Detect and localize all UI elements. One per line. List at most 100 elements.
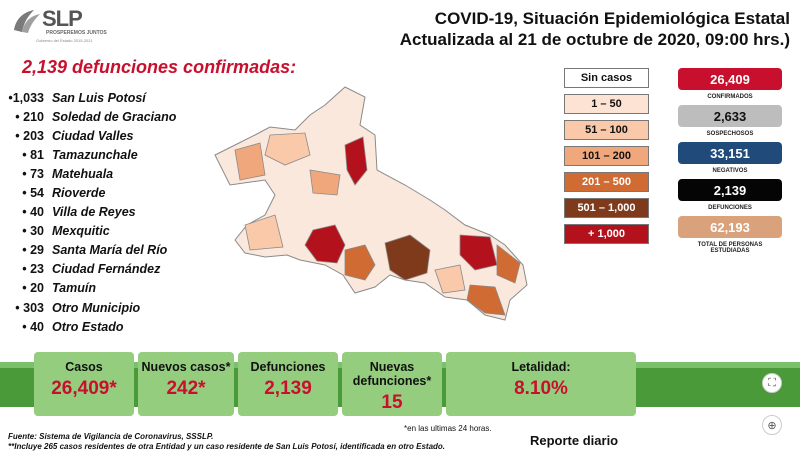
logo-government: Gobierno del Estado 2015-2021: [36, 38, 93, 43]
muni-name: Tamazunchale: [52, 147, 138, 162]
stats-panel: 26,409 CONFIRMADOS 2,633 SOSPECHOSOS 33,…: [678, 68, 782, 254]
stat-suspected-label: SOSPECHOSOS: [706, 131, 754, 137]
list-item: • 40 Otro Estado: [6, 317, 226, 336]
muni-count: • 203: [15, 128, 44, 143]
stat-confirmed-label: CONFIRMADOS: [707, 94, 753, 100]
municipality-list: •1,033 San Luis Potosí • 210 Soledad de Gr…: [6, 88, 226, 336]
muni-count: • 23: [22, 262, 44, 277]
card-label: Defunciones: [250, 360, 326, 374]
legend-item: Sin casos: [564, 68, 649, 88]
muni-count: • 303: [15, 300, 44, 315]
list-item: • 203 Ciudad Valles: [6, 126, 226, 145]
muni-name: Otro Municipio: [52, 300, 141, 315]
logo-slogan: PROSPEREMOS JUNTOS: [46, 30, 107, 36]
muni-name: Ciudad Valles: [52, 128, 134, 143]
muni-count: • 40: [22, 205, 44, 220]
muni-count: • 81: [22, 147, 44, 162]
header-updated: Actualizada al 21 de octubre de 2020, 09…: [399, 30, 790, 49]
card-new-deaths: Nuevas defunciones* 15: [342, 352, 442, 416]
list-item: •1,033 San Luis Potosí: [6, 88, 226, 107]
legend-item: + 1,000: [564, 224, 649, 244]
map-region-matehuala: [344, 136, 368, 186]
legend-item: 1 – 50: [564, 94, 649, 114]
slp-emblem-icon: [14, 10, 40, 33]
map-region-west: [244, 214, 284, 251]
color-legend: Sin casos 1 – 50 51 – 100 101 – 200 201 …: [564, 68, 649, 250]
card-value: 26,409*: [51, 378, 117, 399]
list-item: • 303 Otro Municipio: [6, 298, 226, 317]
footer-source: Fuente: Sistema de Vigilancia de Coronav…: [8, 432, 445, 452]
footer-source-line1: Fuente: Sistema de Vigilancia de Coronav…: [8, 432, 214, 441]
muni-count: • 29: [22, 243, 44, 258]
card-label: Letalidad:: [511, 360, 571, 374]
stat-total-value: 62,193: [678, 216, 782, 238]
list-item: • 81 Tamazunchale: [6, 145, 226, 164]
muni-count: • 73: [22, 166, 44, 181]
deaths-title: 2,139 defunciones confirmadas:: [22, 57, 297, 77]
map-state-outline: [214, 86, 528, 321]
slp-logo: SLP PROSPEREMOS JUNTOS Gobierno del Esta…: [10, 4, 110, 50]
header-title: COVID-19, Situación Epidemiológica Estat…: [434, 9, 790, 28]
map-region-center-west: [309, 169, 341, 196]
footer-note: *en las ultimas 24 horas.: [404, 424, 492, 433]
muni-name: Mexquitic: [52, 224, 110, 239]
stat-deaths-value: 2,139: [678, 179, 782, 201]
report-label: Reporte diario: [530, 433, 619, 448]
list-item: • 20 Tamuín: [6, 279, 226, 298]
list-item: • 210 Soledad de Graciano: [6, 107, 226, 126]
map-region-soledad: [344, 244, 376, 281]
map-region-south: [434, 264, 466, 294]
muni-name: Santa María del Río: [52, 243, 168, 258]
list-item: • 29 Santa María del Río: [6, 241, 226, 260]
stat-negative-label: NEGATIVOS: [712, 168, 748, 174]
map-region-valles: [459, 234, 498, 271]
card-value: 15: [381, 392, 403, 413]
card-label: Casos: [65, 360, 103, 374]
expand-icon[interactable]: ⛶: [762, 373, 782, 393]
page-header: COVID-19, Situación Epidemiológica Estat…: [400, 8, 790, 50]
muni-name: Soledad de Graciano: [52, 109, 177, 124]
muni-name: Ciudad Fernández: [52, 262, 161, 277]
muni-name: Villa de Reyes: [52, 205, 136, 220]
list-item: • 54 Rioverde: [6, 183, 226, 202]
muni-name: Rioverde: [52, 186, 106, 201]
stat-total-label: TOTAL DE PERSONAS ESTUDIADAS: [697, 242, 763, 254]
legend-item: 101 – 200: [564, 146, 649, 166]
card-label: Nuevos casos*: [141, 360, 231, 374]
map-region-north: [264, 132, 311, 166]
muni-count: •1,033: [8, 90, 44, 105]
card-deaths: Defunciones 2,139: [238, 352, 338, 416]
card-lethality: Letalidad: 8.10%: [446, 352, 636, 416]
list-item: • 73 Matehuala: [6, 164, 226, 183]
legend-item: 501 – 1,000: [564, 198, 649, 218]
card-new-cases: Nuevos casos* 242*: [138, 352, 234, 416]
muni-count: • 210: [15, 109, 44, 124]
map-region-huasteca: [466, 284, 506, 316]
stat-suspected-value: 2,633: [678, 105, 782, 127]
stat-deaths-label: DEFUNCIONES: [708, 205, 752, 211]
legend-item: 51 – 100: [564, 120, 649, 140]
card-value: 2,139: [264, 378, 312, 399]
map-region-capital: [304, 224, 346, 264]
list-item: • 30 Mexquitic: [6, 222, 226, 241]
map-region-rioverde: [384, 234, 431, 281]
muni-name: Matehuala: [52, 166, 114, 181]
muni-name: Tamuín: [52, 281, 96, 296]
muni-count: • 40: [22, 319, 44, 334]
list-item: • 40 Villa de Reyes: [6, 203, 226, 222]
list-item: • 23 Ciudad Fernández: [6, 260, 226, 279]
logo-text: SLP: [42, 6, 83, 31]
map-region-east: [496, 244, 521, 284]
legend-item: 201 – 500: [564, 172, 649, 192]
muni-name: Otro Estado: [52, 319, 124, 334]
muni-count: • 20: [22, 281, 44, 296]
muni-name: San Luis Potosí: [52, 90, 146, 105]
stat-confirmed-value: 26,409: [678, 68, 782, 90]
muni-count: • 54: [22, 186, 44, 201]
map-region-northwest: [234, 142, 266, 181]
muni-count: • 30: [22, 224, 44, 239]
zoom-in-icon[interactable]: ⊕: [762, 415, 782, 435]
footer-source-line2: **Incluye 265 casos residentes de otra E…: [8, 442, 446, 451]
card-cases: Casos 26,409*: [34, 352, 134, 416]
card-value: 8.10%: [514, 378, 568, 399]
